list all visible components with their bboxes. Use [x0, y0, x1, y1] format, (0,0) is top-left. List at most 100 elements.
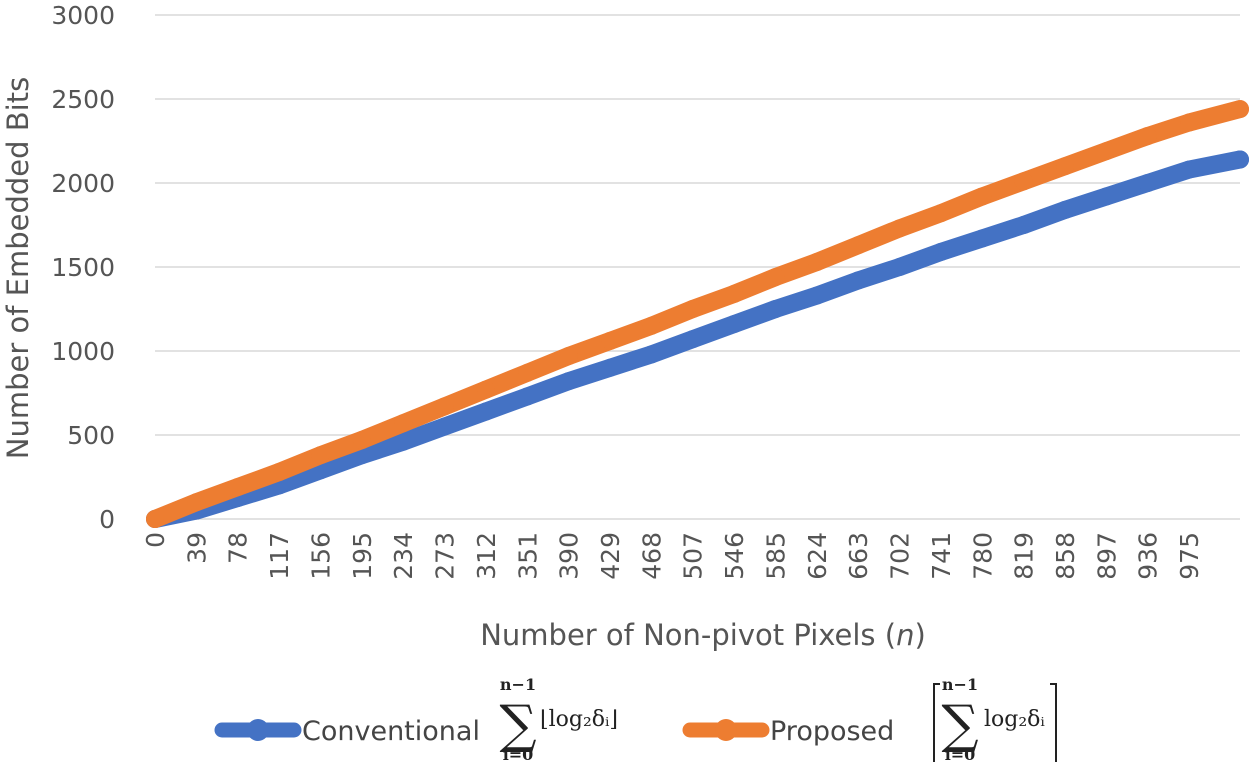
- y-tick-label: 2500: [51, 85, 115, 114]
- x-tick-label: 429: [596, 532, 625, 580]
- legend: Conventional n−1 ∑ i=0 ⌊log₂δᵢ⌋ Proposed…: [214, 675, 1057, 764]
- data-point-conventional: [849, 271, 868, 290]
- x-tick-label: 0: [141, 532, 170, 548]
- legend-formula-upper-proposed: n−1: [942, 675, 978, 694]
- data-point-conventional: [1056, 200, 1074, 219]
- data-point-conventional: [559, 372, 578, 391]
- data-point-proposed: [352, 431, 371, 449]
- legend-formula-sigma-conventional: ∑: [499, 695, 536, 755]
- series-lines: [146, 100, 1249, 528]
- data-point-proposed: [435, 397, 454, 416]
- x-tick-label: 897: [1092, 532, 1121, 580]
- data-point-conventional: [1097, 187, 1116, 206]
- data-point-proposed: [642, 316, 661, 335]
- x-tick-label: 663: [844, 532, 873, 580]
- data-point-proposed: [725, 284, 744, 303]
- x-axis-title: Number of Non-pivot Pixels (n): [480, 618, 926, 652]
- data-point-conventional: [807, 286, 826, 305]
- data-point-conventional: [683, 330, 702, 349]
- data-point-proposed: [683, 300, 702, 318]
- x-tick-label: 273: [431, 532, 460, 580]
- data-point-proposed: [1180, 113, 1199, 132]
- data-point-proposed: [1138, 127, 1157, 145]
- legend-formula-lower-conventional: i=0: [503, 745, 534, 764]
- data-point-proposed: [1231, 100, 1249, 119]
- y-tick-label: 1500: [51, 253, 115, 282]
- data-point-conventional: [601, 358, 619, 377]
- data-point-proposed: [601, 331, 619, 350]
- x-tick-label: 234: [389, 532, 418, 580]
- data-point-conventional: [1231, 150, 1249, 169]
- data-point-proposed: [766, 268, 785, 287]
- legend-marker-conventional: [247, 719, 269, 741]
- data-point-conventional: [518, 387, 537, 406]
- y-tick-labels: 0 500 1000 1500 2000 2500 3000: [51, 1, 115, 534]
- y-tick-label: 2000: [51, 169, 115, 198]
- data-point-proposed: [807, 253, 826, 271]
- x-tick-label: 312: [472, 532, 501, 580]
- data-point-conventional: [1138, 174, 1157, 192]
- x-tick-labels: 0 39 78 117 156 195 234 273 312 351 390 429 468 507 54…: [141, 532, 1204, 580]
- data-point-proposed: [518, 363, 537, 382]
- data-point-proposed: [146, 510, 164, 528]
- x-tick-label: 507: [679, 532, 708, 580]
- gridlines: [155, 14, 1240, 520]
- x-tick-label: 702: [886, 532, 915, 580]
- y-tick-label: 0: [99, 505, 115, 534]
- data-point-proposed: [1097, 142, 1116, 161]
- x-tick-label: 858: [1051, 532, 1080, 580]
- data-point-proposed: [1056, 157, 1074, 176]
- legend-formula-lower-proposed: i=0: [945, 745, 976, 764]
- x-tick-label: 117: [265, 532, 294, 580]
- data-point-proposed: [1014, 172, 1033, 191]
- data-point-conventional: [1180, 160, 1199, 179]
- x-tick-label: 936: [1134, 532, 1163, 580]
- data-point-conventional: [973, 229, 992, 248]
- y-tick-label: 1000: [51, 337, 115, 366]
- x-tick-label: 156: [306, 532, 335, 580]
- data-point-conventional: [435, 417, 454, 436]
- data-point-proposed: [559, 347, 578, 365]
- x-axis-title-end: ): [914, 618, 925, 652]
- x-axis-title-var: n: [896, 618, 914, 652]
- x-tick-label: 546: [720, 532, 749, 580]
- legend-item-proposed: Proposed n−1 ∑ i=0 log₂δᵢ: [682, 675, 1057, 764]
- x-tick-label: 975: [1175, 532, 1204, 580]
- data-point-conventional: [1014, 216, 1033, 234]
- y-tick-label: 500: [67, 421, 115, 450]
- data-point-proposed: [931, 204, 950, 223]
- y-tick-label: 3000: [51, 1, 115, 30]
- data-point-conventional: [476, 402, 495, 421]
- x-axis-title-main: Number of Non-pivot Pixels (: [480, 618, 896, 652]
- x-tick-label: 39: [182, 532, 211, 564]
- data-point-conventional: [642, 345, 661, 364]
- data-point-conventional: [931, 242, 950, 261]
- legend-formula-sigma-proposed: ∑: [941, 695, 978, 755]
- data-point-conventional: [890, 258, 909, 276]
- data-point-proposed: [890, 219, 909, 238]
- data-point-conventional: [766, 300, 785, 318]
- x-tick-label: 780: [968, 532, 997, 580]
- legend-item-conventional: Conventional n−1 ∑ i=0 ⌊log₂δᵢ⌋: [214, 675, 618, 764]
- x-tick-label: 624: [803, 532, 832, 580]
- legend-formula-ceiling-right: [1050, 683, 1057, 762]
- data-point-proposed: [476, 380, 495, 399]
- legend-label-proposed: Proposed: [770, 716, 894, 747]
- x-tick-label: 585: [761, 532, 790, 580]
- data-point-proposed: [187, 493, 206, 512]
- x-tick-label: 78: [224, 532, 253, 564]
- data-point-proposed: [228, 478, 247, 497]
- x-tick-label: 468: [637, 532, 666, 580]
- data-point-proposed: [270, 463, 289, 481]
- x-tick-label: 390: [555, 532, 584, 580]
- x-tick-label: 351: [513, 532, 542, 580]
- legend-formula-term-conventional: ⌊log₂δᵢ⌋: [540, 707, 618, 732]
- data-point-proposed: [849, 236, 868, 255]
- data-point-conventional: [725, 315, 744, 334]
- x-tick-label: 819: [1010, 532, 1039, 580]
- legend-formula-ceiling-left: [933, 683, 940, 762]
- data-point-conventional: [394, 432, 413, 451]
- x-tick-label: 195: [348, 532, 377, 580]
- y-axis-title: Number of Embedded Bits: [1, 77, 35, 459]
